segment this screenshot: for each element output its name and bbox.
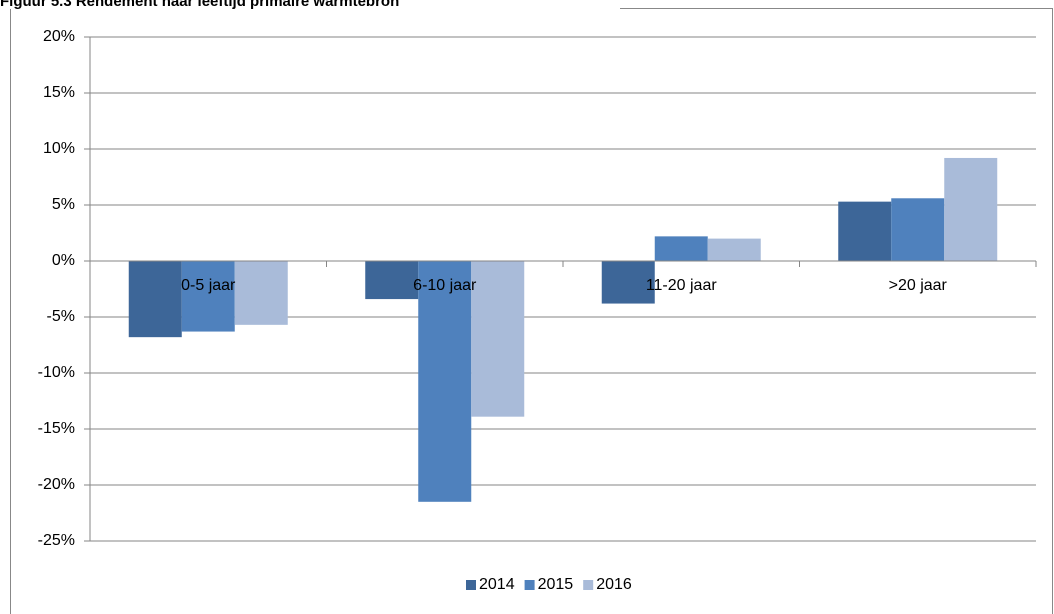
- bar: [234, 261, 288, 325]
- y-tick-label: 20%: [43, 28, 75, 45]
- y-tick-label: -20%: [38, 476, 75, 493]
- x-tick-label: >20 jaar: [889, 277, 948, 294]
- bar: [944, 157, 998, 261]
- bar: [181, 261, 235, 332]
- y-tick-label: 15%: [43, 84, 75, 101]
- x-tick-label: 0-5 jaar: [181, 277, 236, 294]
- title-background: [0, 0, 620, 9]
- y-tick-label: -25%: [38, 532, 75, 549]
- bar: [418, 261, 472, 502]
- bar: [654, 236, 708, 261]
- y-tick-label: 5%: [52, 196, 75, 213]
- bar: [128, 261, 182, 338]
- bar: [471, 261, 525, 417]
- legend-label: 2015: [538, 576, 574, 593]
- bar: [365, 261, 419, 300]
- legend-label: 2016: [596, 576, 632, 593]
- chart-title: Figuur 5.3 Rendement naar leeftijd prima…: [0, 0, 399, 10]
- y-tick-label: -15%: [38, 420, 75, 437]
- x-tick-label: 11-20 jaar: [646, 277, 718, 294]
- bar: [707, 238, 761, 261]
- legend-label: 2014: [479, 576, 515, 593]
- bar: [891, 198, 945, 261]
- legend-swatch: [583, 580, 594, 590]
- y-tick-label: 0%: [52, 252, 75, 269]
- bar: [601, 261, 655, 304]
- legend-swatch: [524, 580, 535, 590]
- x-tick-label: 6-10 jaar: [413, 277, 477, 294]
- y-tick-label: 10%: [43, 140, 75, 157]
- y-tick-label: -5%: [47, 308, 75, 325]
- y-tick-label: -10%: [38, 364, 75, 381]
- legend-swatch: [466, 580, 476, 590]
- bar: [838, 201, 892, 261]
